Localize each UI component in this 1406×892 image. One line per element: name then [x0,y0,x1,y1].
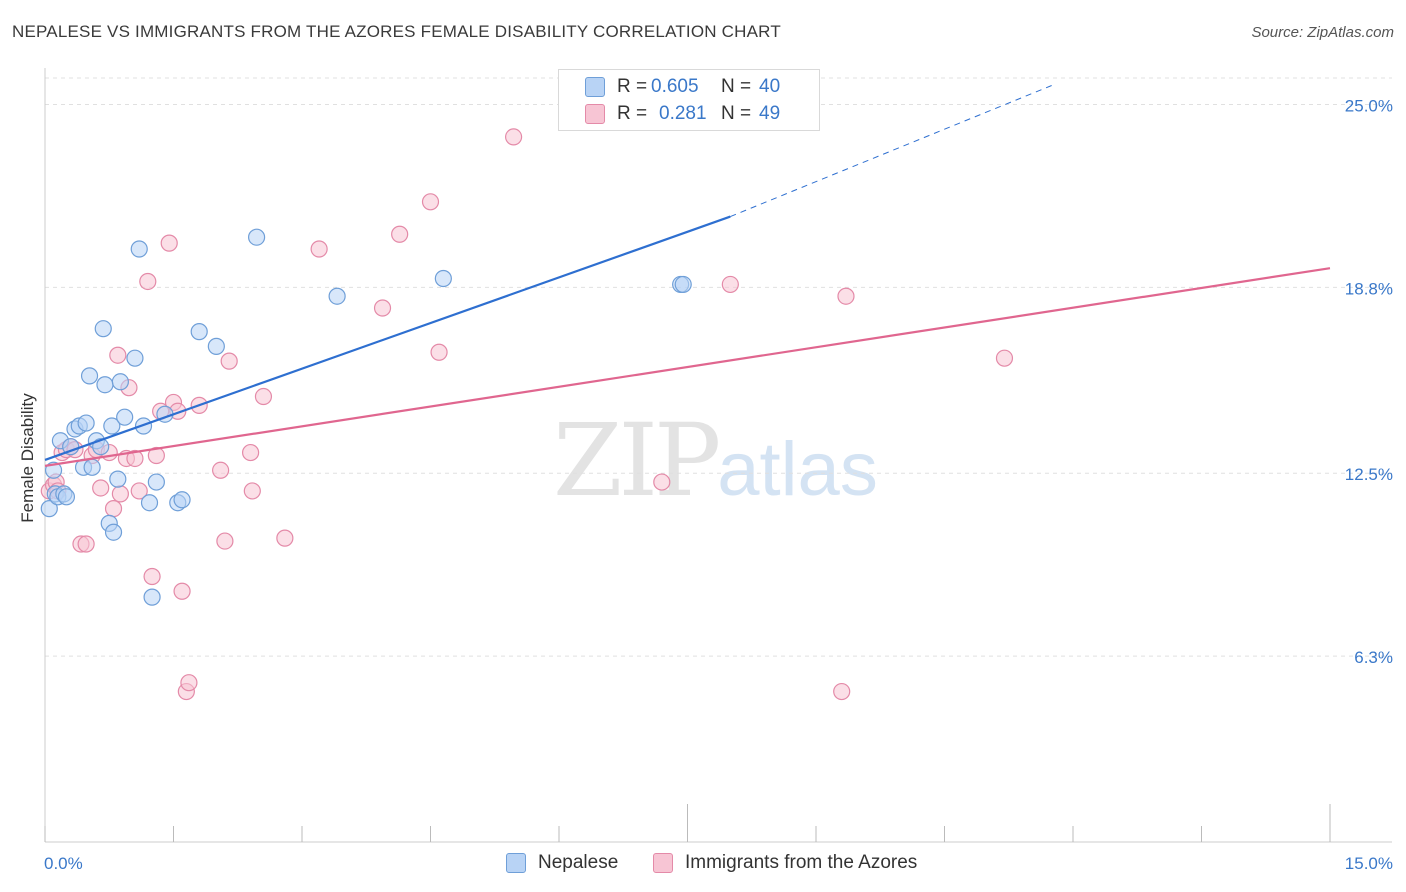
azores-point [833,682,851,701]
series-name-azores: Immigrants from the Azores [685,852,918,873]
azores-trendline [44,267,1331,467]
azores-point [653,473,671,491]
nepalese-point [103,417,121,435]
nepalese-point [247,228,266,246]
azores-point [220,352,238,370]
chart-title: NEPALESE VS IMMIGRANTS FROM THE AZORES F… [12,22,781,41]
nepalese-point [328,287,346,305]
legend-r-value: 0.281 [659,103,707,124]
nepalese-point [44,461,63,479]
nepalese-point [173,491,191,509]
azores-point [111,485,129,503]
series-swatch-nepalese [506,853,526,873]
azores-point [143,567,161,586]
nepalese-trendline [44,215,731,461]
nepalese-trendline-extension [730,83,1057,218]
series-name-nepalese: Nepalese [538,852,619,873]
azores-point [77,535,95,553]
legend-row-nepalese: R = 0.605 N = 40 [585,75,780,99]
azores-point [254,387,273,406]
azores-point [504,128,523,146]
azores-point [130,482,148,500]
y-axis-label: Female Disability [18,393,37,523]
y-tick-label: 12.5% [1345,465,1393,484]
legend-r-label: R = [617,76,648,97]
azores-point [421,193,440,211]
legend-n-label: N = [721,76,752,97]
nepalese-point [147,473,165,491]
azores-point [212,461,230,479]
azores-point [216,532,234,550]
azores-point [173,582,191,600]
nepalese-point [126,349,144,367]
nepalese-point [143,588,161,606]
nepalese-point [83,458,101,476]
series-swatch-azores [653,853,673,873]
azores-point [160,234,178,252]
nepalese-point [207,337,225,355]
azores-point [430,343,448,361]
legend-n-value: 49 [759,103,781,124]
series-legend-azores: Immigrants from the Azores [653,852,917,874]
x-tick-label: 0.0% [44,854,83,873]
azores-point [139,272,157,291]
nepalese-point [62,438,80,456]
azores-point [391,225,409,243]
nepalese-point [40,500,58,518]
azores-point [104,500,123,518]
legend-r-label: R = [617,103,648,124]
azores-point [995,349,1014,367]
series-legend: Nepalese Immigrants from the Azores [0,852,1406,878]
nepalese-point [57,488,76,506]
correlation-legend: R = 0.605 N = 40 R = 0.281 N = 49 [558,69,820,131]
nepalese-point [140,494,159,512]
nepalese-point [109,470,127,488]
nepalese-point [77,414,95,432]
azores-point [243,482,261,500]
source-credit: Source: ZipAtlas.com [1251,24,1394,41]
azores-point [180,674,198,692]
nepalese-point [674,275,692,294]
nepalese-point [130,240,148,258]
azores-point [837,287,855,305]
nepalese-point [94,320,112,338]
azores-point [126,449,144,468]
legend-n-value: 40 [759,76,781,97]
legend-r-value: 0.605 [651,76,699,97]
watermark-atlas: atlas [717,427,878,512]
nepalese-point [80,367,99,385]
azores-point [109,346,127,364]
nepalese-point [190,323,208,341]
legend-n-label: N = [721,103,752,124]
legend-row-azores: R = 0.281 N = 49 [585,102,780,126]
azores-point [147,446,165,465]
nepalese-point [434,269,452,288]
azores-point [721,275,739,294]
watermark: ZIPatlas [553,402,878,519]
nepalese-point [96,376,114,394]
legend-swatch-nepalese [585,77,605,97]
series-legend-nepalese: Nepalese [506,852,618,874]
watermark-zip: ZIP [553,402,721,519]
y-tick-label: 18.8% [1345,279,1393,298]
nepalese-point [104,523,123,541]
azores-point [276,529,294,547]
azores-point [373,299,392,317]
nepalese-point [116,408,134,426]
legend-swatch-azores [585,104,605,124]
azores-point [242,443,260,462]
y-tick-label: 6.3% [1354,648,1393,667]
azores-point [92,479,110,497]
nepalese-point [111,373,129,391]
x-tick-label: 15.0% [1345,854,1393,873]
y-tick-label: 25.0% [1345,96,1393,115]
azores-point [310,240,328,258]
